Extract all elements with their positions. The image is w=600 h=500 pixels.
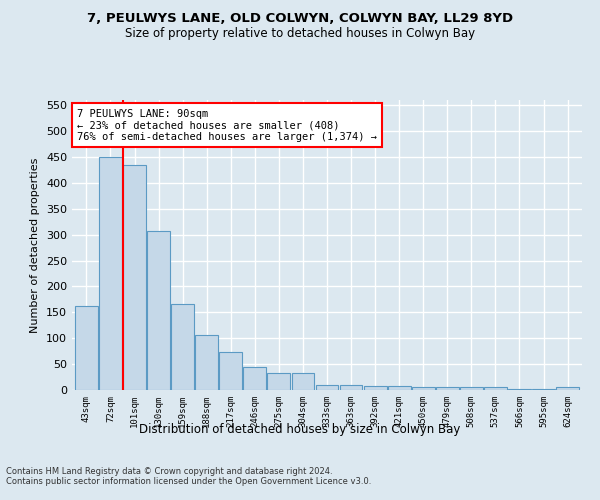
Bar	[412, 388, 434, 390]
Bar	[556, 388, 579, 390]
Bar	[220, 352, 242, 390]
Bar	[147, 231, 170, 390]
Bar	[123, 164, 146, 390]
Bar	[171, 304, 194, 390]
Bar	[508, 389, 531, 390]
Text: Contains HM Land Registry data © Crown copyright and database right 2024.: Contains HM Land Registry data © Crown c…	[6, 468, 332, 476]
Bar	[460, 388, 483, 390]
Text: Distribution of detached houses by size in Colwyn Bay: Distribution of detached houses by size …	[139, 422, 461, 436]
Bar	[532, 389, 555, 390]
Bar	[484, 388, 507, 390]
Bar	[268, 374, 290, 390]
Bar	[340, 385, 362, 390]
Text: Size of property relative to detached houses in Colwyn Bay: Size of property relative to detached ho…	[125, 28, 475, 40]
Bar	[195, 335, 218, 390]
Bar	[99, 157, 122, 390]
Y-axis label: Number of detached properties: Number of detached properties	[31, 158, 40, 332]
Bar	[292, 374, 314, 390]
Bar	[436, 388, 459, 390]
Text: 7 PEULWYS LANE: 90sqm
← 23% of detached houses are smaller (408)
76% of semi-det: 7 PEULWYS LANE: 90sqm ← 23% of detached …	[77, 108, 377, 142]
Bar	[244, 367, 266, 390]
Text: 7, PEULWYS LANE, OLD COLWYN, COLWYN BAY, LL29 8YD: 7, PEULWYS LANE, OLD COLWYN, COLWYN BAY,…	[87, 12, 513, 26]
Bar	[316, 385, 338, 390]
Bar	[75, 306, 98, 390]
Text: Contains public sector information licensed under the Open Government Licence v3: Contains public sector information licen…	[6, 478, 371, 486]
Bar	[388, 386, 410, 390]
Bar	[364, 386, 386, 390]
